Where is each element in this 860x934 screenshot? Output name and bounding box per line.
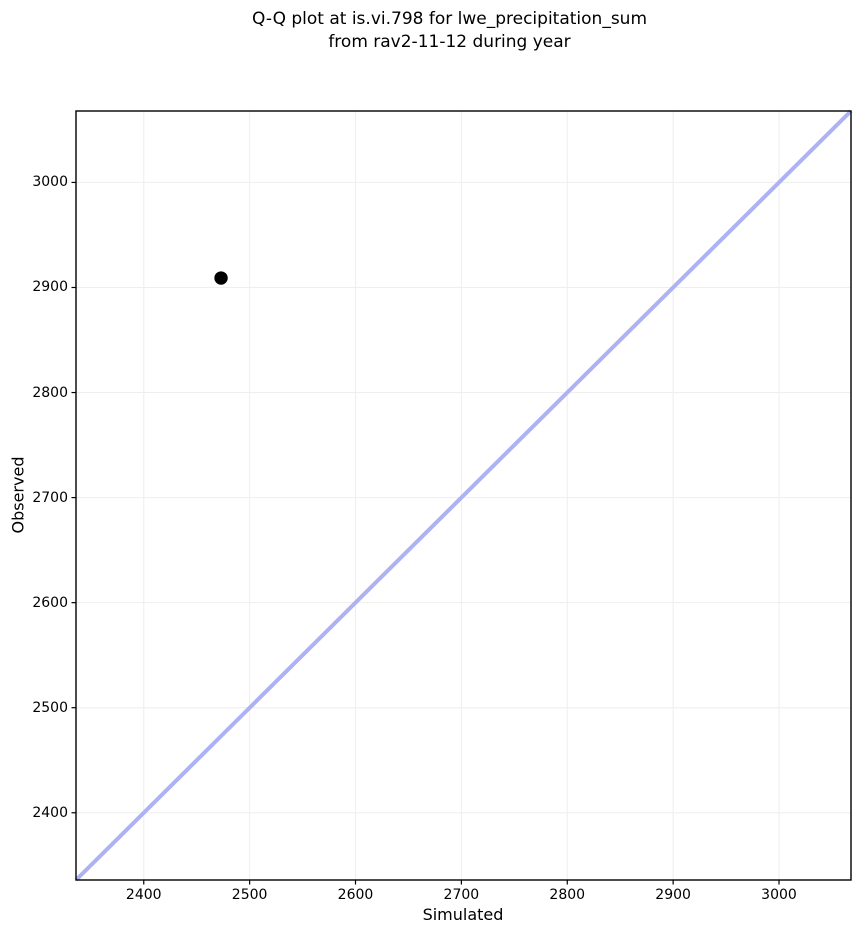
x-axis-label: Simulated	[422, 905, 504, 924]
x-tick-label: 2900	[655, 887, 691, 903]
y-tick-label: 2900	[32, 279, 68, 296]
x-tick-label: 2500	[231, 887, 268, 903]
x-tick-label: 3000	[761, 887, 797, 903]
y-tick-label: 2400	[32, 804, 68, 821]
y-tick-label: 2800	[32, 384, 68, 401]
x-tick-label: 2800	[549, 887, 586, 903]
x-tick-label: 2600	[337, 887, 374, 903]
chart-title: Q-Q plot at is.vi.798 for lwe_precipitat…	[39, 8, 860, 54]
y-tick-label: 2500	[32, 699, 68, 716]
x-tick-label: 2400	[125, 887, 162, 903]
data-point	[214, 271, 228, 285]
y-tick-label: 2700	[32, 489, 68, 506]
y-tick-label: 3000	[32, 174, 68, 191]
identity-line	[74, 109, 853, 882]
plot-border	[75, 110, 852, 881]
x-tick-label: 2700	[443, 887, 480, 903]
y-tick-label: 2600	[32, 594, 68, 611]
y-axis-label: Observed	[8, 456, 28, 534]
chart-title-line1: Q-Q plot at is.vi.798 for lwe_precipitat…	[251, 9, 648, 29]
chart-title-line2: from rav2-11-12 during year	[328, 32, 571, 52]
